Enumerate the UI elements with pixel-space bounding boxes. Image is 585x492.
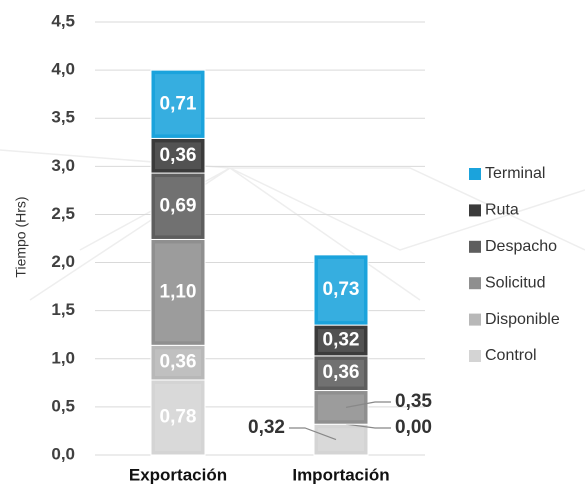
- y-tick-label: 0,5: [51, 396, 75, 415]
- y-tick-label: 2,0: [51, 252, 75, 271]
- bar-bevel: [318, 428, 364, 451]
- legend-swatch: [469, 313, 481, 326]
- legend-swatch: [469, 240, 481, 253]
- bar-segment: [313, 324, 369, 357]
- data-label: 0,73: [323, 279, 360, 300]
- bar-segment: [313, 390, 369, 425]
- bar-bevel: [155, 142, 201, 170]
- y-tick-label: 3,5: [51, 108, 75, 127]
- y-tick-label: 4,0: [51, 60, 75, 79]
- legend-label: Despacho: [485, 238, 557, 255]
- y-tick-label: 2,5: [51, 204, 75, 223]
- leader-line: [289, 427, 337, 441]
- legend-swatch: [469, 350, 481, 362]
- bar-segment: [150, 379, 206, 456]
- bar-bevel: [318, 394, 364, 421]
- y-tick-label: 3,0: [51, 156, 75, 175]
- bar-bevel: [155, 243, 201, 342]
- leader-line: [345, 423, 391, 429]
- data-label: 0,35: [395, 391, 432, 412]
- bar-bevel: [155, 74, 201, 135]
- bar-bevel: [318, 329, 364, 352]
- bar-segment: [313, 423, 369, 456]
- legend-swatch: [469, 204, 481, 217]
- x-tick-label: Exportación: [129, 465, 227, 484]
- bar-segment: [150, 238, 206, 346]
- legend-swatch: [469, 168, 481, 180]
- x-tick-label: Importación: [292, 465, 389, 484]
- bar-bevel: [155, 383, 201, 451]
- data-label: 0,32: [248, 417, 285, 438]
- legend-swatch: [469, 277, 481, 290]
- bar-bevel: [318, 359, 364, 387]
- data-label: 0,78: [160, 406, 197, 427]
- legend-label: Ruta: [485, 202, 519, 219]
- data-label: 1,10: [160, 281, 197, 302]
- bar-bevel: [155, 177, 201, 236]
- legend-label: Disponible: [485, 311, 560, 328]
- bar-bevel: [155, 349, 201, 376]
- bar-bevel: [318, 258, 364, 322]
- y-tick-label: 4,5: [51, 11, 75, 30]
- y-axis-title: Tiempo (Hrs): [13, 196, 29, 277]
- data-label: 0,69: [160, 195, 197, 216]
- bar-segment: [313, 254, 369, 326]
- data-label: 0,32: [323, 330, 360, 351]
- y-tick-label: 0,0: [51, 444, 75, 463]
- legend-label: Solicitud: [485, 274, 545, 291]
- data-label: 0,71: [160, 93, 197, 114]
- leader-line: [345, 401, 391, 408]
- data-label: 0,36: [323, 362, 360, 383]
- data-label: 0,36: [160, 352, 197, 373]
- y-tick-label: 1,0: [51, 348, 75, 367]
- legend-label: Terminal: [485, 165, 545, 182]
- bar-segment: [150, 69, 206, 139]
- data-label: 0,36: [160, 145, 197, 166]
- legend-label: Control: [485, 347, 537, 364]
- data-label: 0,00: [395, 417, 432, 438]
- bar-segment: [150, 344, 206, 381]
- bar-segment: [150, 137, 206, 174]
- y-tick-label: 1,5: [51, 300, 75, 319]
